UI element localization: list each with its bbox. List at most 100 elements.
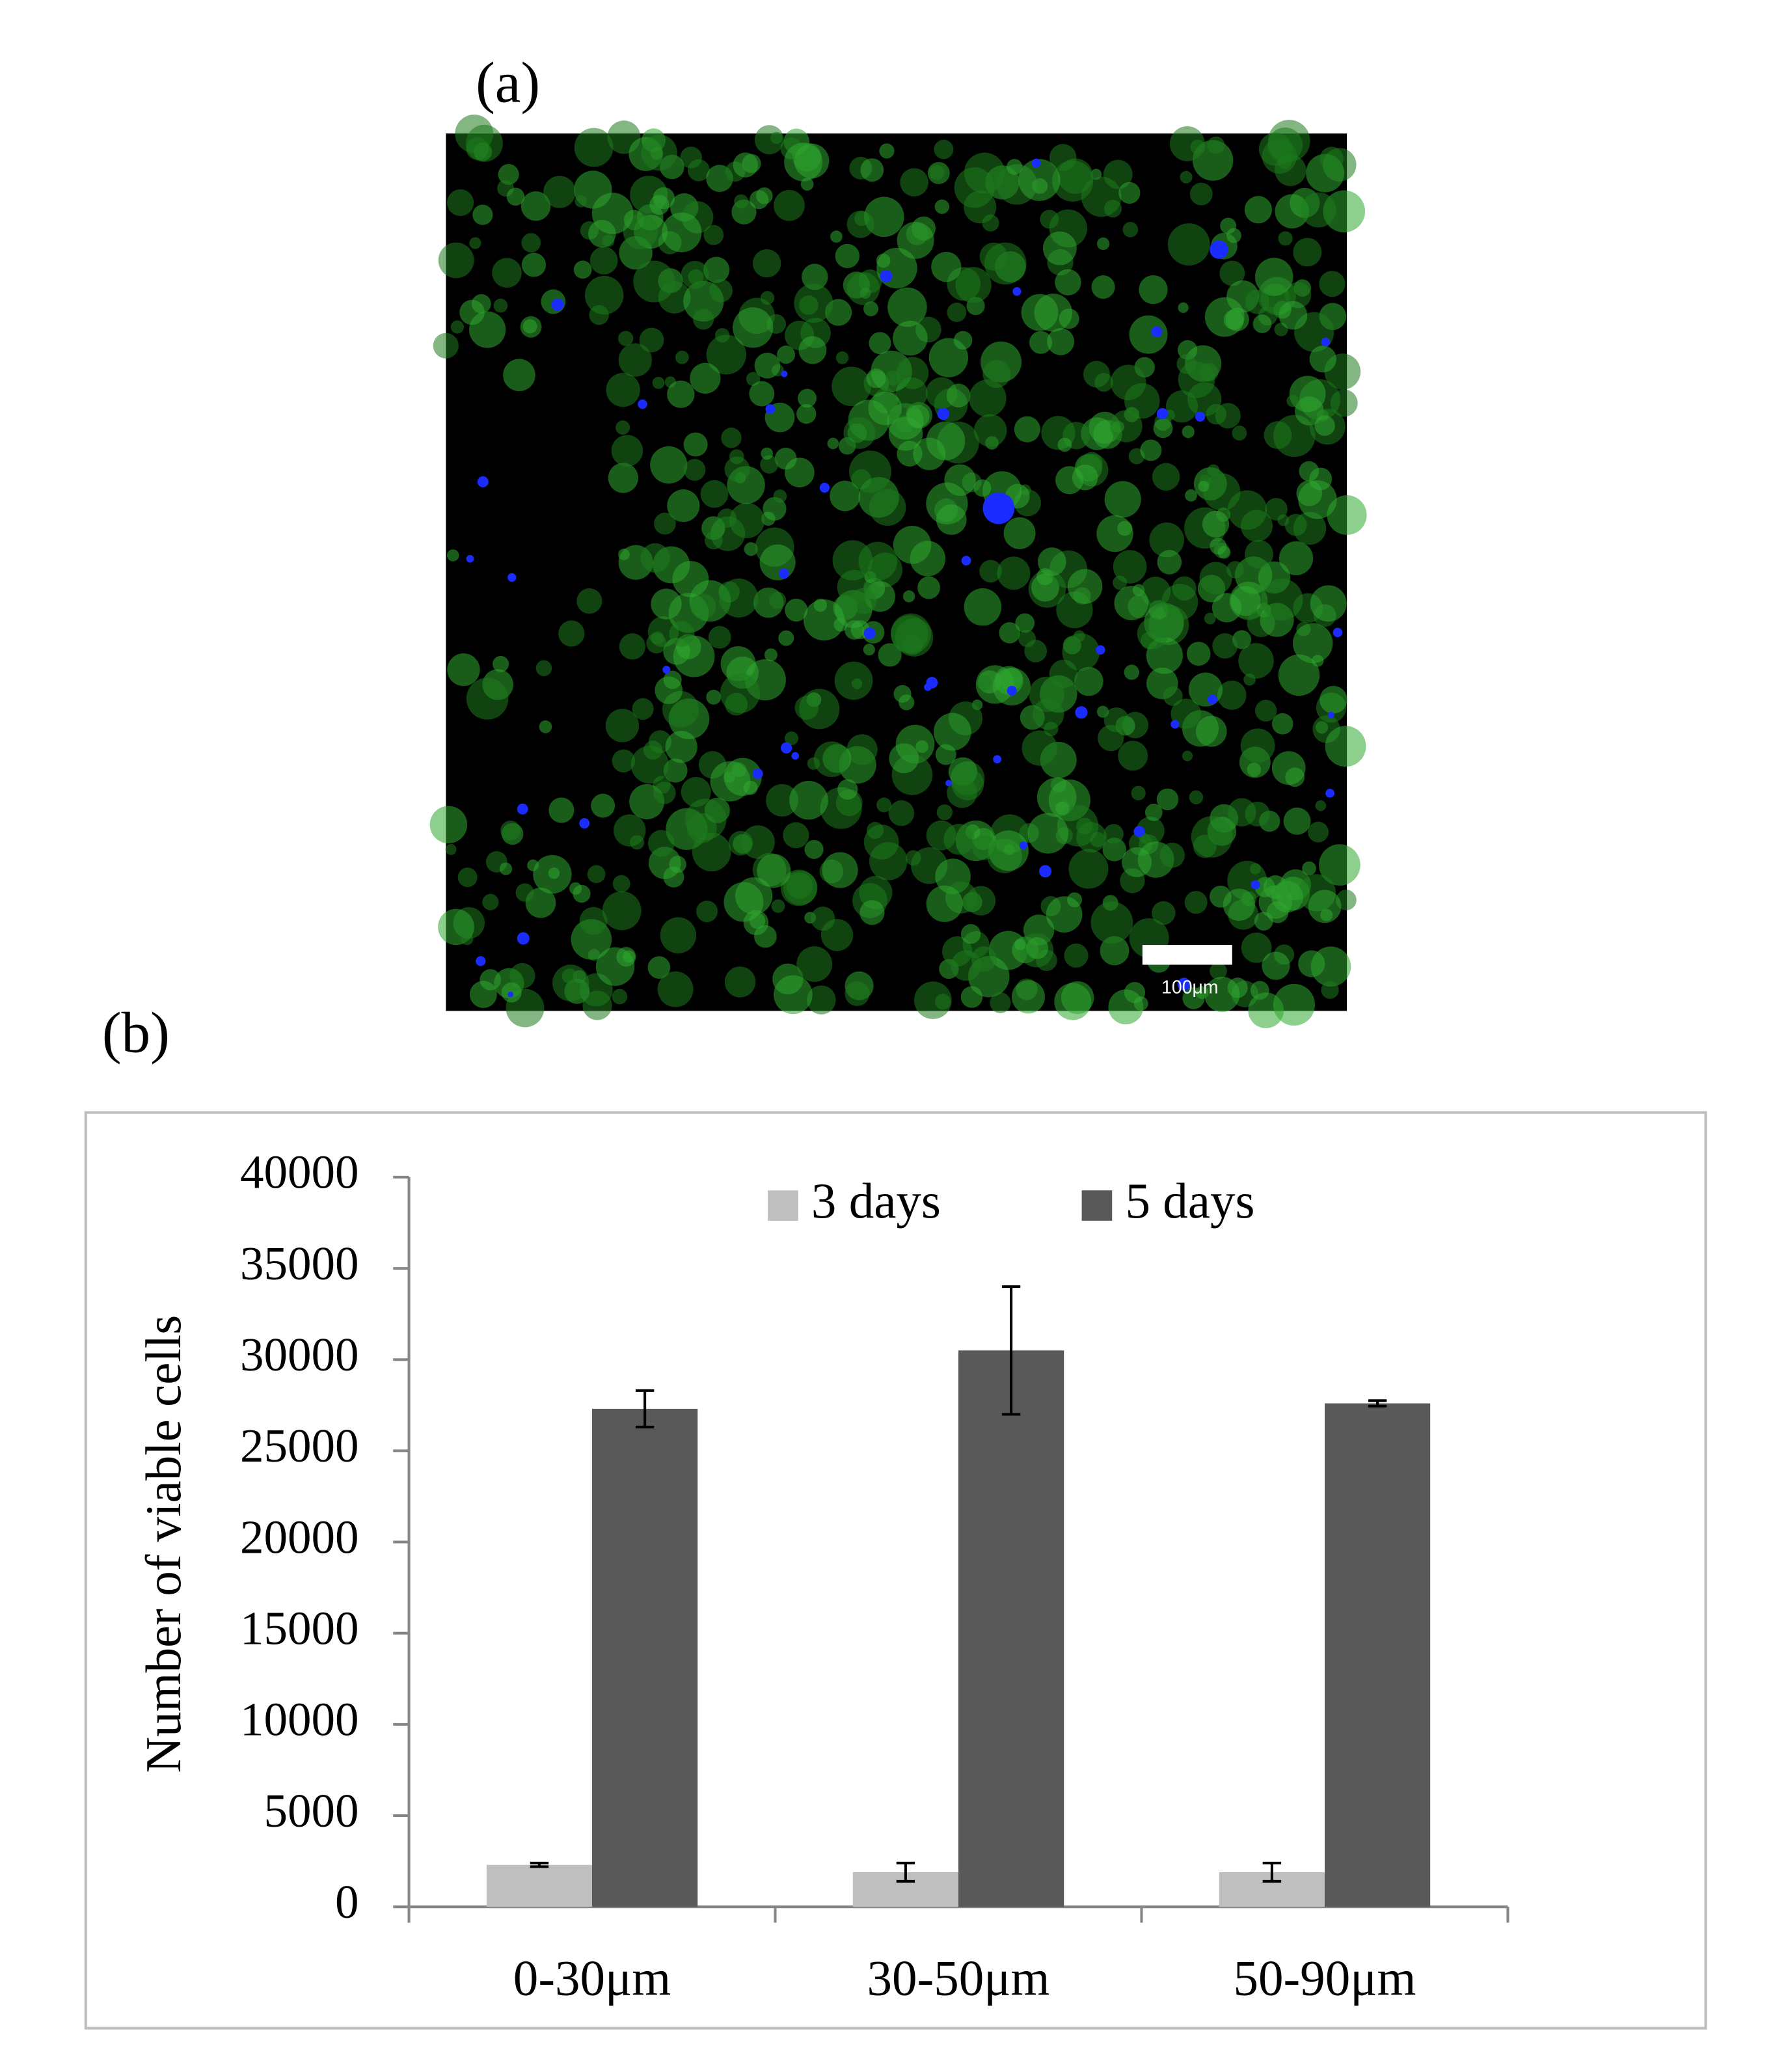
- cell-cluster: [662, 212, 702, 252]
- cell-cluster: [946, 383, 971, 408]
- cell-cluster: [979, 560, 1002, 583]
- cell-cluster: [654, 512, 676, 535]
- cell-cluster: [936, 504, 967, 535]
- nucleus: [1075, 706, 1088, 719]
- cell-cluster: [786, 872, 813, 899]
- cell-cluster: [1182, 425, 1195, 439]
- cell-cluster: [457, 867, 478, 888]
- cell-cluster: [1308, 890, 1342, 923]
- nucleus: [961, 556, 971, 566]
- cell-cluster: [1254, 912, 1273, 931]
- y-tick-label: 40000: [240, 1146, 359, 1199]
- error-bar: [1001, 1285, 1021, 1416]
- cell-cluster: [876, 253, 891, 268]
- cell-cluster: [1062, 633, 1100, 671]
- cell-cluster: [1320, 685, 1347, 714]
- cell-cluster: [749, 381, 775, 407]
- cell-cluster: [879, 143, 895, 159]
- cell-cluster: [733, 152, 758, 178]
- cell-cluster: [935, 994, 951, 1010]
- cell-cluster: [632, 698, 654, 720]
- cell-cluster: [573, 260, 592, 279]
- cell-cluster: [784, 731, 799, 746]
- cell-cluster: [1102, 838, 1126, 862]
- nucleus: [863, 627, 876, 640]
- cell-cluster: [503, 359, 535, 392]
- cell-cluster: [1018, 159, 1061, 201]
- cell-cluster: [641, 134, 677, 171]
- cell-cluster: [843, 416, 876, 449]
- cell-cluster: [766, 784, 799, 817]
- cell-cluster: [1034, 293, 1072, 332]
- scale-bar: [1142, 945, 1232, 965]
- cell-cluster: [1189, 182, 1213, 206]
- cell-cluster: [589, 305, 609, 325]
- cell-cluster: [770, 131, 783, 144]
- cell-cluster: [757, 854, 791, 888]
- cell-cluster: [1018, 629, 1036, 648]
- cell-cluster: [515, 883, 534, 902]
- cell-cluster: [587, 865, 606, 884]
- cell-cluster: [982, 214, 999, 232]
- cell-cluster: [690, 362, 721, 394]
- y-tick-label: 20000: [240, 1510, 359, 1563]
- cell-cluster: [1103, 824, 1124, 844]
- cell-cluster: [1133, 996, 1148, 1011]
- cell-cluster: [997, 556, 1031, 590]
- nucleus: [1321, 337, 1331, 347]
- cell-cluster: [1293, 238, 1322, 267]
- cell-cluster: [584, 275, 624, 315]
- cell-cluster: [1261, 579, 1303, 621]
- cell-cluster: [1202, 510, 1230, 538]
- cell-cluster: [493, 655, 509, 672]
- cell-cluster: [802, 264, 828, 290]
- cell-cluster: [1279, 301, 1308, 330]
- cell-cluster: [1014, 939, 1026, 951]
- cell-cluster: [914, 981, 952, 1019]
- cell-cluster: [582, 990, 612, 1020]
- legend-label: 5 days: [1125, 1173, 1254, 1229]
- cell-cluster: [667, 380, 695, 408]
- nucleus: [1325, 789, 1334, 798]
- chart: 0 5000 10000 15000 20000 25000 30000 35000 40000…: [240, 1146, 1509, 2006]
- legend-swatch: [768, 1190, 798, 1221]
- cell-cluster: [1223, 888, 1256, 921]
- nucleus: [551, 298, 564, 311]
- error-bar: [1262, 1861, 1282, 1883]
- cell-cluster: [822, 852, 858, 888]
- cell-cluster: [552, 964, 589, 1002]
- cell-cluster: [630, 745, 669, 784]
- cell-cluster: [869, 489, 906, 526]
- cell-cluster: [482, 893, 499, 910]
- cell-cluster: [471, 293, 491, 314]
- cell-cluster: [1271, 880, 1303, 913]
- cell-cluster: [1117, 521, 1133, 536]
- cell-cluster: [724, 966, 756, 998]
- cell-cluster: [1319, 844, 1360, 886]
- cell-cluster: [969, 379, 1007, 417]
- cell-cluster: [1124, 664, 1139, 680]
- cell-cluster: [663, 758, 688, 783]
- cell-cluster: [1152, 901, 1176, 925]
- cell-cluster: [611, 435, 643, 467]
- cell-cluster: [468, 311, 506, 348]
- error-bar: [1368, 1399, 1387, 1408]
- cell-cluster: [972, 835, 997, 860]
- cell-cluster: [1262, 951, 1290, 980]
- cell-cluster: [1114, 586, 1149, 621]
- cell-cluster: [1195, 716, 1227, 747]
- cell-cluster: [709, 279, 733, 303]
- cell-cluster: [1254, 258, 1293, 296]
- cell-cluster: [1310, 585, 1347, 622]
- cell-cluster: [692, 308, 714, 330]
- cell-cluster: [928, 338, 969, 377]
- cell-cluster: [999, 622, 1021, 644]
- cell-cluster: [1320, 146, 1344, 171]
- cell-cluster: [1022, 730, 1057, 766]
- cell-cluster: [733, 307, 774, 348]
- cell-cluster: [917, 576, 940, 599]
- cell-cluster: [761, 447, 774, 460]
- cell-cluster: [499, 862, 513, 875]
- cell-cluster: [1055, 466, 1084, 495]
